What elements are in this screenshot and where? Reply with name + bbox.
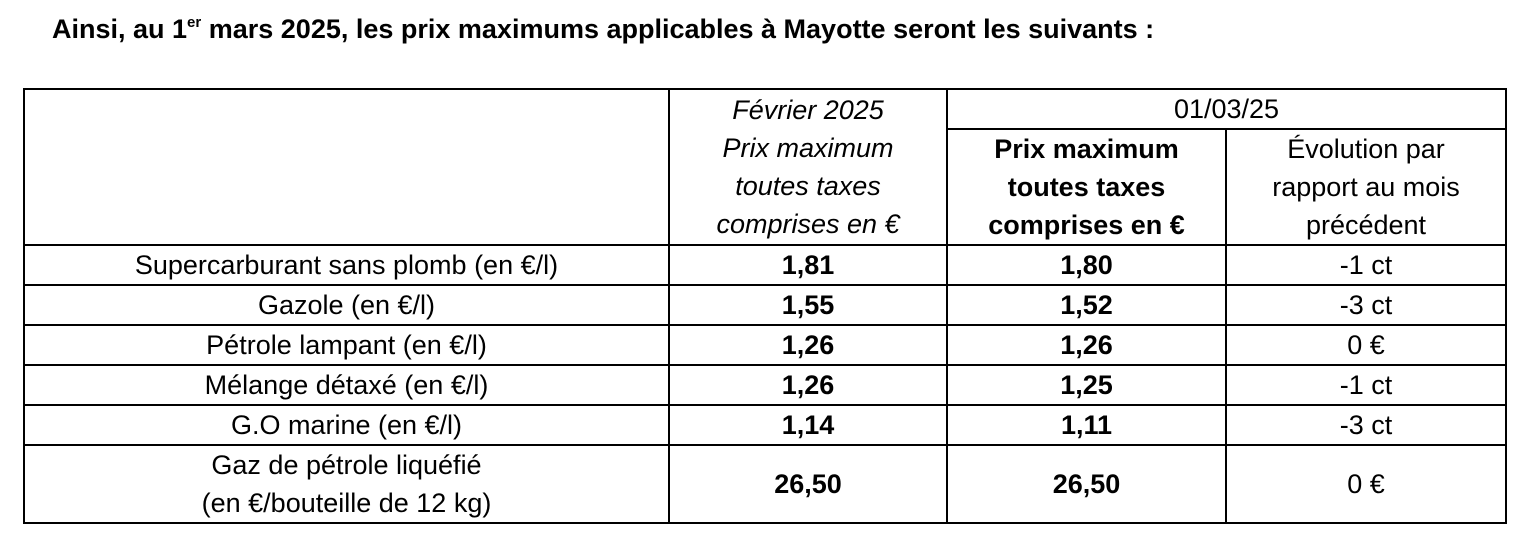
row-label: Mélange détaxé (en €/l) [23, 364, 670, 406]
row-february-price: 1,14 [668, 404, 948, 446]
row-label: Gazole (en €/l) [23, 284, 670, 326]
row-march-price: 26,50 [946, 444, 1227, 524]
row-february-price: 1,26 [668, 324, 948, 366]
row-february-price: 26,50 [668, 444, 948, 524]
header-march-price: Prix maximum toutes taxes comprises en € [946, 128, 1227, 246]
header-evolution-line1: Évolution par [1287, 134, 1445, 164]
table-row: Gaz de pétrole liquéfié (en €/bouteille … [23, 444, 1508, 524]
row-march-price: 1,11 [946, 404, 1227, 446]
row-evolution: -3 ct [1224, 404, 1508, 446]
table-row: Gazole (en €/l) 1,55 1,52 -3 ct [23, 284, 1508, 326]
row-evolution: -3 ct [1224, 284, 1508, 326]
row-march-price: 1,52 [946, 284, 1227, 326]
row-label-line1: Gaz de pétrole liquéfié [211, 450, 482, 480]
header-march-line2: toutes taxes [1007, 172, 1166, 202]
table-row: Pétrole lampant (en €/l) 1,26 1,26 0 € [23, 324, 1508, 366]
header-february-line3: toutes taxes [735, 171, 881, 201]
row-march-price: 1,25 [946, 364, 1227, 406]
table-row: Mélange détaxé (en €/l) 1,26 1,25 -1 ct [23, 364, 1508, 406]
row-february-price: 1,26 [668, 364, 948, 406]
row-february-price: 1,81 [668, 244, 948, 286]
row-march-price: 1,26 [946, 324, 1227, 366]
heading-prefix: Ainsi, au 1 [52, 14, 188, 44]
header-february-line4: comprises en € [716, 209, 900, 239]
row-evolution: 0 € [1224, 444, 1508, 524]
header-date-group: 01/03/25 [945, 88, 1508, 130]
heading-suffix: mars 2025, les prix maximums applicables… [201, 14, 1155, 44]
row-evolution: 0 € [1224, 324, 1508, 366]
table-row: Supercarburant sans plomb (en €/l) 1,81 … [23, 244, 1508, 286]
row-label: Supercarburant sans plomb (en €/l) [23, 244, 670, 286]
header-evolution-line2: rapport au mois [1272, 172, 1460, 202]
page-heading: Ainsi, au 1er mars 2025, les prix maximu… [52, 14, 1154, 45]
heading-superscript: er [187, 14, 202, 31]
header-evolution-line3: précédent [1305, 210, 1427, 240]
header-february: Février 2025 Prix maximum toutes taxes c… [668, 88, 948, 246]
row-evolution: -1 ct [1224, 364, 1508, 406]
row-label: Pétrole lampant (en €/l) [23, 324, 670, 366]
header-march-line3: comprises en € [988, 210, 1185, 240]
header-february-line2: Prix maximum [722, 133, 894, 163]
table-row: G.O marine (en €/l) 1,14 1,11 -3 ct [23, 404, 1508, 446]
row-label: Gaz de pétrole liquéfié (en €/bouteille … [23, 444, 670, 524]
row-label-line2: (en €/bouteille de 12 kg) [201, 488, 492, 518]
header-empty-cell [23, 88, 670, 246]
header-march-line1: Prix maximum [994, 134, 1179, 164]
row-february-price: 1,55 [668, 284, 948, 326]
price-table: Février 2025 Prix maximum toutes taxes c… [23, 88, 1508, 524]
row-label: G.O marine (en €/l) [23, 404, 670, 446]
header-february-month: Février 2025 [732, 95, 884, 125]
row-evolution: -1 ct [1224, 244, 1508, 286]
header-evolution: Évolution par rapport au mois précédent [1224, 128, 1508, 246]
row-march-price: 1,80 [946, 244, 1227, 286]
